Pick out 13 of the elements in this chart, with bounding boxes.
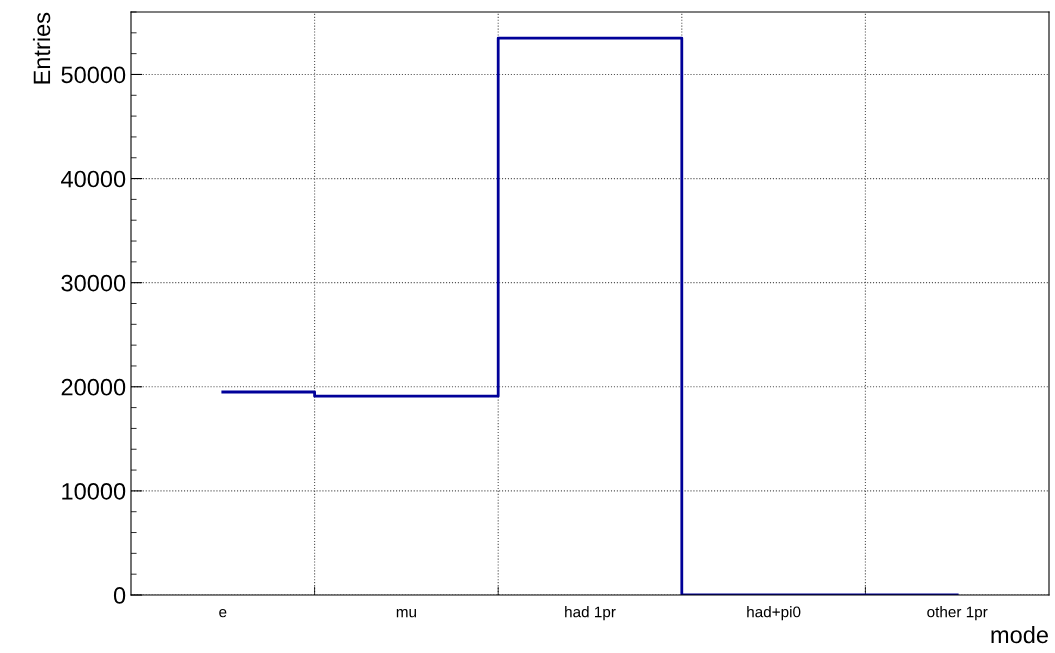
x-axis-title: mode	[991, 625, 1048, 644]
y-axis-title: Entries	[32, 12, 51, 84]
y-tick-label: 0	[113, 587, 126, 604]
y-tick-label: 10000	[62, 482, 126, 500]
y-tick-label: 50000	[61, 66, 126, 84]
y-tick-label: 30000	[61, 274, 126, 292]
y-tick-label: 20000	[61, 378, 126, 396]
x-tick-label: other 1pr	[927, 606, 988, 621]
x-tick-label: e	[219, 608, 227, 618]
x-tick-label: had+pi0	[747, 606, 801, 621]
x-tick-label: mu	[396, 608, 416, 618]
x-tick-label: had 1pr	[565, 606, 616, 621]
y-tick-label: 40000	[61, 170, 126, 188]
